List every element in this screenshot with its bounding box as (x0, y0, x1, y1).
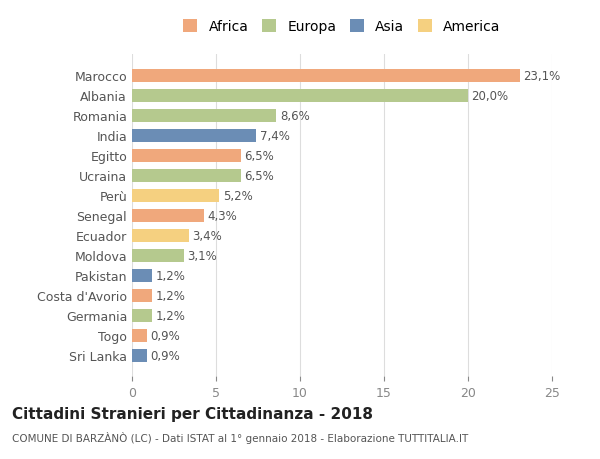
Text: 7,4%: 7,4% (260, 129, 290, 142)
Bar (132, 129, 256, 142)
Bar (132, 329, 147, 342)
Bar (132, 309, 152, 322)
Bar (132, 229, 189, 242)
Bar (132, 349, 147, 362)
Text: COMUNE DI BARZÀNÒ (LC) - Dati ISTAT al 1° gennaio 2018 - Elaborazione TUTTITALIA: COMUNE DI BARZÀNÒ (LC) - Dati ISTAT al 1… (12, 431, 468, 442)
Text: 23,1%: 23,1% (523, 70, 560, 83)
Bar (132, 269, 152, 282)
Text: 0,9%: 0,9% (151, 349, 180, 362)
Bar (132, 169, 241, 182)
Text: 0,9%: 0,9% (151, 329, 180, 342)
Bar (132, 70, 520, 83)
Text: 4,3%: 4,3% (208, 209, 238, 222)
Bar (132, 110, 277, 123)
Text: 3,4%: 3,4% (193, 229, 222, 242)
Legend: Africa, Europa, Asia, America: Africa, Europa, Asia, America (184, 20, 500, 34)
Bar (132, 249, 184, 262)
Text: 20,0%: 20,0% (472, 90, 508, 103)
Text: 5,2%: 5,2% (223, 189, 253, 202)
Bar (132, 209, 204, 222)
Bar (132, 189, 220, 202)
Text: 6,5%: 6,5% (245, 169, 274, 182)
Bar (132, 90, 468, 102)
Text: 6,5%: 6,5% (245, 150, 274, 162)
Text: 1,2%: 1,2% (155, 289, 185, 302)
Text: 8,6%: 8,6% (280, 110, 310, 123)
Text: 1,2%: 1,2% (155, 309, 185, 322)
Text: Cittadini Stranieri per Cittadinanza - 2018: Cittadini Stranieri per Cittadinanza - 2… (12, 406, 373, 421)
Text: 1,2%: 1,2% (155, 269, 185, 282)
Text: 3,1%: 3,1% (187, 249, 217, 262)
Bar (132, 289, 152, 302)
Bar (132, 150, 241, 162)
